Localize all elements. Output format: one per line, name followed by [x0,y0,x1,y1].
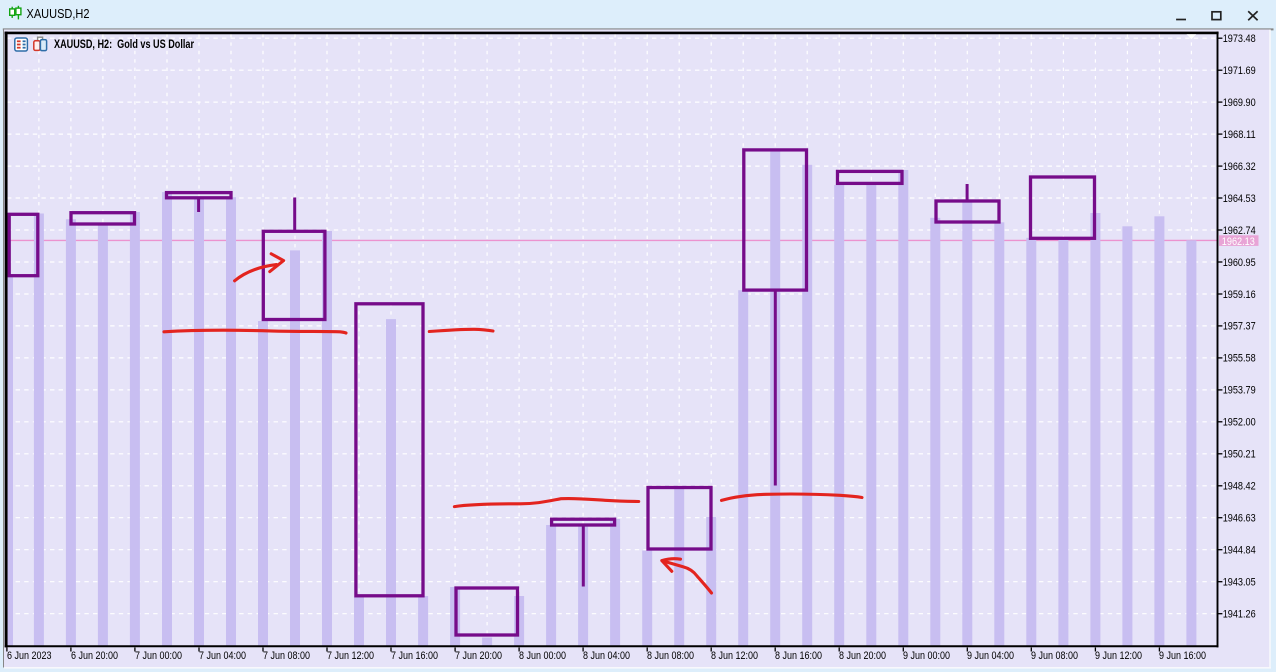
svg-text:8 Jun 04:00: 8 Jun 04:00 [583,650,630,662]
svg-text:1969.90: 1969.90 [1223,97,1256,109]
svg-text:8 Jun 00:00: 8 Jun 00:00 [519,650,566,662]
svg-text:1955.58: 1955.58 [1223,353,1256,365]
svg-text:9 Jun 04:00: 9 Jun 04:00 [967,650,1014,662]
svg-text:8 Jun 12:00: 8 Jun 12:00 [711,650,758,662]
svg-text:1948.42: 1948.42 [1223,481,1256,493]
svg-text:1959.16: 1959.16 [1223,289,1256,301]
svg-text:7 Jun 00:00: 7 Jun 00:00 [135,650,182,662]
svg-text:7 Jun 16:00: 7 Jun 16:00 [391,650,438,662]
svg-text:7 Jun 08:00: 7 Jun 08:00 [263,650,310,662]
svg-text:7 Jun 20:00: 7 Jun 20:00 [455,650,502,662]
svg-text:1962.13: 1962.13 [1222,236,1255,248]
svg-text:1944.84: 1944.84 [1223,545,1256,557]
svg-text:1953.79: 1953.79 [1223,385,1256,397]
svg-text:1973.48: 1973.48 [1223,33,1256,45]
svg-text:1950.21: 1950.21 [1223,449,1256,461]
svg-text:9 Jun 12:00: 9 Jun 12:00 [1095,650,1142,662]
svg-text:6 Jun 20:00: 6 Jun 20:00 [71,650,118,662]
svg-text:8 Jun 20:00: 8 Jun 20:00 [839,650,886,662]
svg-text:1971.69: 1971.69 [1223,65,1256,77]
svg-text:9 Jun 16:00: 9 Jun 16:00 [1159,650,1206,662]
svg-text:1941.26: 1941.26 [1223,609,1256,621]
svg-text:7 Jun 12:00: 7 Jun 12:00 [327,650,374,662]
svg-text:1952.00: 1952.00 [1223,417,1256,429]
svg-text:1966.32: 1966.32 [1223,161,1256,173]
svg-text:9 Jun 08:00: 9 Jun 08:00 [1031,650,1078,662]
svg-text:XAUUSD, H2: Gold vs US Dollar: XAUUSD, H2: Gold vs US Dollar [54,39,194,51]
svg-text:8 Jun 08:00: 8 Jun 08:00 [647,650,694,662]
svg-text:1968.11: 1968.11 [1223,129,1256,141]
svg-text:XAUUSD,H2: XAUUSD,H2 [27,6,90,21]
svg-text:6 Jun 2023: 6 Jun 2023 [7,650,52,662]
svg-text:1964.53: 1964.53 [1223,193,1256,205]
svg-text:1960.95: 1960.95 [1223,257,1256,269]
svg-text:9 Jun 00:00: 9 Jun 00:00 [903,650,950,662]
svg-text:7 Jun 04:00: 7 Jun 04:00 [199,650,246,662]
svg-text:1962.74: 1962.74 [1223,225,1256,237]
svg-text:1957.37: 1957.37 [1223,321,1256,333]
svg-text:1943.05: 1943.05 [1223,577,1256,589]
svg-text:1946.63: 1946.63 [1223,513,1256,525]
svg-text:8 Jun 16:00: 8 Jun 16:00 [775,650,822,662]
